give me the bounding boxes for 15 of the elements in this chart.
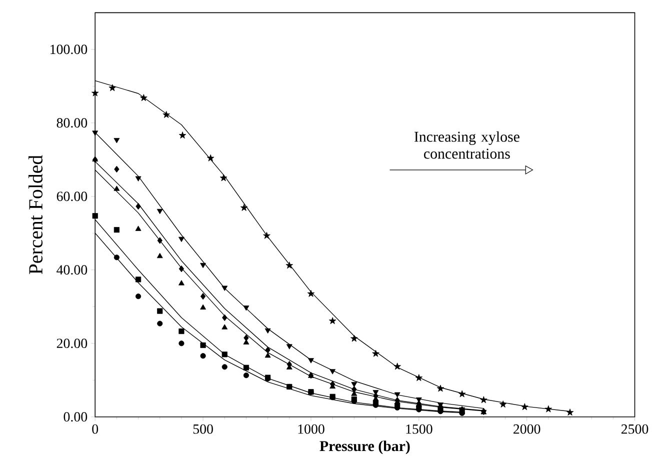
x-tick-label: 0: [92, 424, 98, 434]
y-tick-label: 40.00: [56, 265, 88, 275]
x-tick-label: 1500: [406, 424, 432, 434]
x-axis-title: Pressure (bar): [320, 440, 410, 454]
y-tick-label: 60.00: [56, 192, 88, 202]
y-tick-label: 20.00: [56, 338, 88, 348]
x-tick-label: 500: [193, 424, 213, 434]
y-tick-label: 0.00: [64, 412, 88, 422]
x-tick-label: 2500: [621, 424, 648, 434]
x-tick-label: 2000: [514, 424, 540, 434]
y-tick-label: 80.00: [56, 118, 88, 128]
annotation: Increasing xylose concentrations: [414, 131, 520, 159]
y-axis-title: Percent Folded: [28, 155, 42, 274]
x-tick-label: 1000: [298, 424, 324, 434]
y-tick-label: 100.00: [50, 44, 88, 54]
